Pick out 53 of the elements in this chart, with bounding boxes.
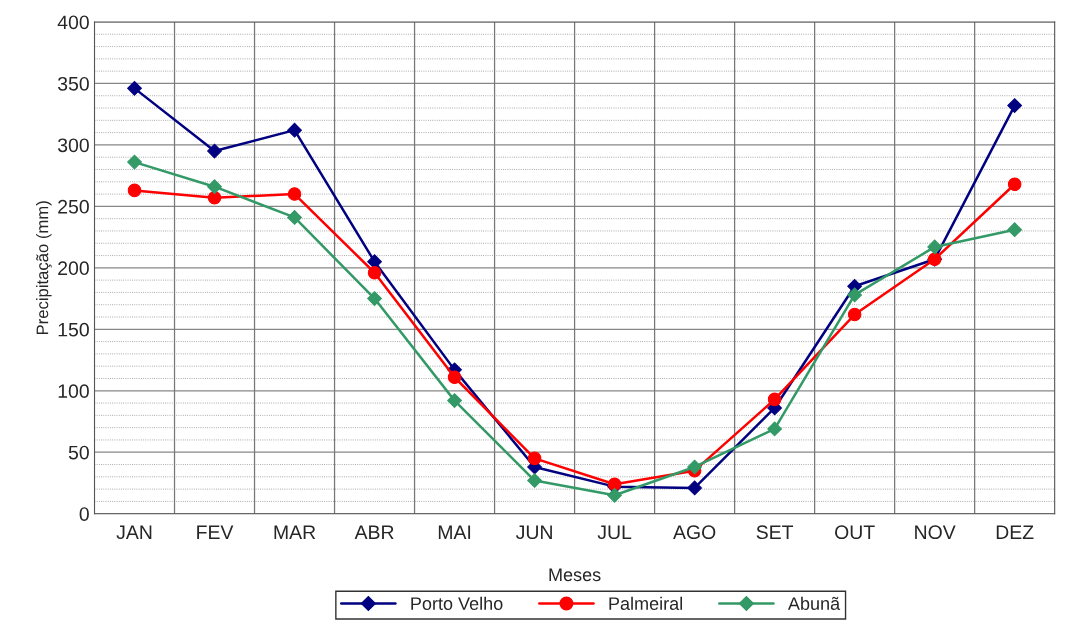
y-tick-label: 0	[79, 507, 89, 521]
y-tick-label: 150	[58, 322, 89, 337]
x-axis-title: Meses	[549, 568, 601, 582]
point	[367, 265, 382, 280]
point	[767, 392, 782, 407]
point	[127, 154, 142, 170]
x-tick-label: SET	[756, 525, 794, 540]
x-tick-label: DEZ	[996, 525, 1034, 539]
point	[287, 210, 302, 225]
point	[607, 487, 622, 503]
point	[927, 239, 943, 255]
y-tick-label: 50	[68, 445, 89, 460]
y-axis-title: Precipitação (mm)	[36, 201, 52, 335]
x-tick-label: NOV	[915, 525, 956, 540]
x-tick-label: MAI	[438, 525, 471, 539]
point	[687, 459, 702, 475]
point	[1007, 222, 1023, 238]
point	[367, 291, 382, 306]
point	[207, 179, 222, 195]
point	[207, 143, 222, 159]
point	[1007, 98, 1023, 113]
x-tick-label: JAN	[116, 525, 152, 540]
y-tick-label: 400	[57, 15, 89, 30]
y-tick-label: 300	[57, 138, 89, 153]
point	[287, 187, 302, 201]
point	[687, 480, 702, 496]
point	[207, 191, 222, 205]
x-tick-label: JUL	[597, 525, 632, 540]
y-tick-label: 100	[58, 384, 89, 399]
y-tick-label: 250	[58, 199, 89, 214]
x-tick-label: OUT	[835, 525, 875, 540]
legend-label: Abunã	[787, 596, 841, 610]
point	[847, 287, 863, 303]
point	[527, 451, 542, 466]
y-tick-label: 350	[57, 76, 89, 91]
x-tick-label: AGO	[673, 525, 716, 540]
legend-label: Palmeiral	[609, 596, 682, 610]
x-tick-label: MAR	[274, 525, 316, 539]
y-tick-label: 200	[58, 261, 89, 276]
x-tick-label: ABR	[354, 525, 394, 539]
point	[447, 370, 462, 385]
legend-label: Porto Velho	[411, 596, 503, 610]
point	[767, 421, 783, 437]
x-tick-label: JUN	[515, 525, 552, 540]
point	[847, 307, 862, 322]
x-tick-label: FEV	[197, 525, 234, 539]
point	[127, 183, 142, 198]
point	[127, 80, 142, 96]
point	[1007, 177, 1022, 192]
point	[287, 122, 302, 138]
point	[607, 477, 622, 491]
point	[527, 473, 542, 488]
point	[447, 393, 462, 408]
